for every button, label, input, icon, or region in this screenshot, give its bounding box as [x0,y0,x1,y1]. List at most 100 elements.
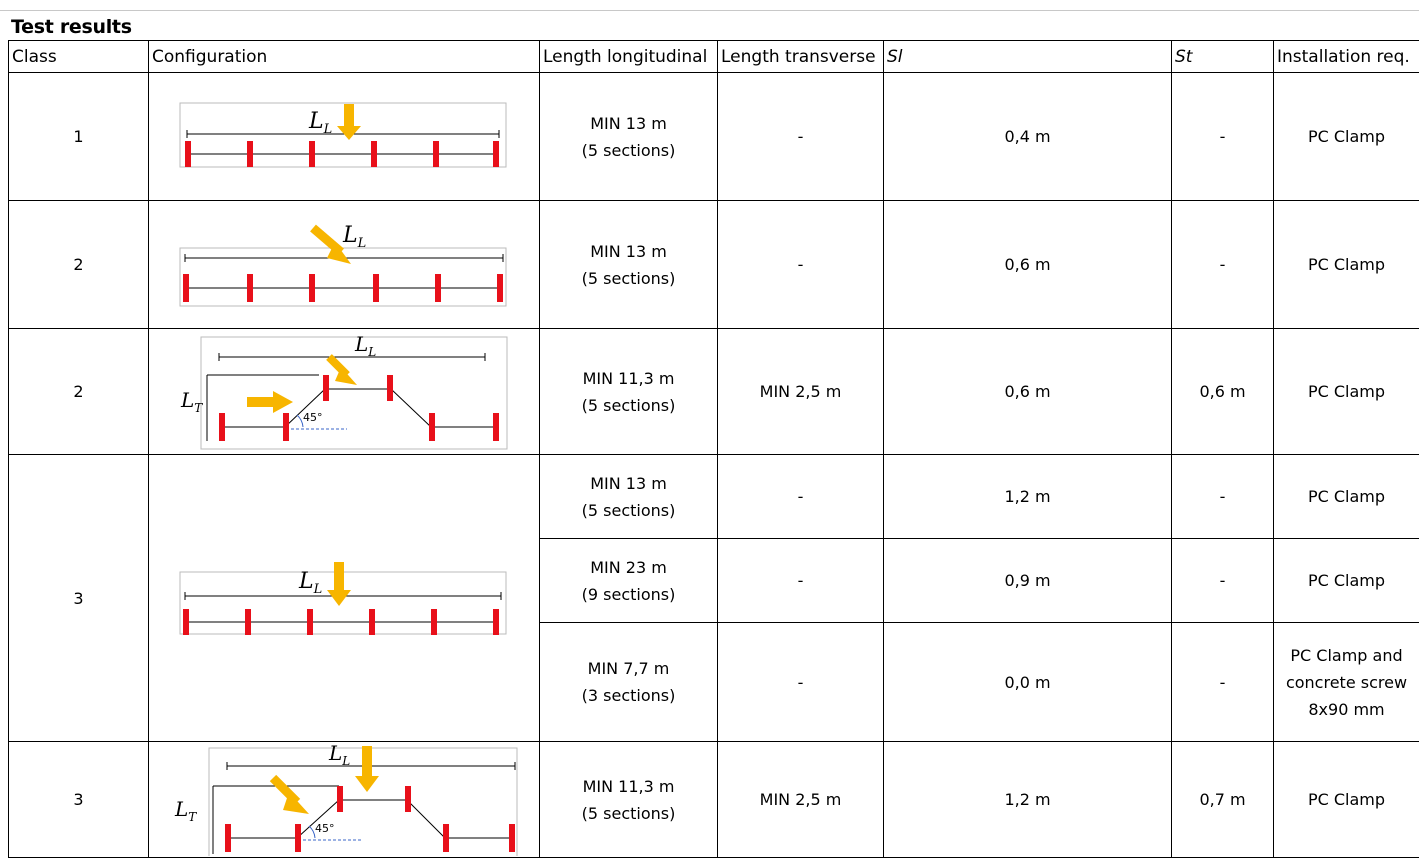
class-cell: 2 [8,328,149,455]
length-label: LL [308,109,332,137]
table-row: 2 LL LT 45° [8,328,1419,455]
barrier-elements [225,785,515,852]
table-row: 2 LL MIN 13 [8,200,1419,329]
length-label: LL [298,569,322,597]
length-label: LL [342,223,366,251]
installation-line: PC Clamp and [1290,645,1403,665]
st-cell: 0,6 m [1171,328,1274,455]
sections-value: (3 sections) [581,686,676,705]
sl-cell: 0,6 m [883,200,1172,329]
sections-value: (9 sections) [581,584,676,604]
sections-value: (5 sections) [581,395,676,415]
load-arrow [337,103,361,140]
straight-layout-angled-load-diagram: LL [179,223,507,306]
st-cell: - [1171,72,1274,201]
length-longitudinal-cell: MIN 11,3 m (5 sections) [539,741,718,858]
sl-cell: 0,0 m [883,622,1172,742]
table-row: MIN 23 m (9 sections) - 0,9 m - PC Clamp [9,538,1419,623]
installation-cell: PC Clamp [1273,538,1419,623]
length-longitudinal-cell: MIN 13 m (5 sections) [539,72,718,201]
length-longitudinal-cell: MIN 23 m (9 sections) [539,538,718,623]
st-cell: - [1171,454,1274,539]
angle-label: 45° [315,822,335,835]
load-arrow [310,224,351,264]
length-longitudinal-cell: MIN 13 m (5 sections) [539,200,718,329]
table-row: 1 LL MIN 13 m (5 sections) - 0,4 m [8,72,1419,201]
length-transverse-cell: - [717,454,884,539]
table-row: MIN 7,7 m (3 sections) - 0,0 m - PC Clamp… [9,622,1419,742]
load-arrow [326,353,357,385]
header-row: Class Configuration Length longitudinal … [8,40,1419,73]
class-cell: 2 [8,200,149,329]
length-value: MIN 11,3 m [582,368,675,388]
length-longitudinal-cell: MIN 11,3 m (5 sections) [539,328,718,455]
installation-line: 8x90 mm [1308,699,1385,719]
configuration-cell: LL [148,72,540,201]
length-value: MIN 11,3 m [582,776,675,796]
length-value: MIN 13 m [590,113,667,133]
length-label: LL [328,744,350,768]
results-table: Class Configuration Length longitudinal … [8,40,1419,858]
sl-cell: 1,2 m [883,454,1172,539]
barrier-elements [185,140,499,167]
length-value: MIN 13 m [590,241,667,261]
length-value: MIN 23 m [590,557,667,577]
sl-cell: 0,6 m [883,328,1172,455]
length-transverse-cell: - [717,622,884,742]
installation-cell: PC Clamp [1273,741,1419,858]
header-class: Class [8,40,149,73]
barrier-elements [183,273,503,302]
length-longitudinal-cell: MIN 7,7 m (3 sections) [539,622,718,742]
length-value: MIN 13 m [590,473,667,493]
installation-cell: PC Clamp [1273,200,1419,329]
sections-value: (5 sections) [581,803,676,823]
table-title: Test results [11,16,132,38]
installation-cell: PC Clamp [1273,328,1419,455]
configuration-cell: LL LT 45° [148,328,540,455]
load-arrow [327,562,351,606]
class-cell: 3 [8,741,149,858]
length-value: MIN 7,7 m [587,659,670,678]
barrier-elements [219,374,499,441]
load-arrow [355,745,379,792]
installation-line: concrete screw [1285,672,1408,692]
offset-layout-diagram: LL LT 45° [180,333,508,449]
transverse-label: LT [180,388,203,415]
angle-label: 45° [303,411,323,424]
length-longitudinal-cell: MIN 13 m (5 sections) [539,454,718,539]
sections-value: (5 sections) [581,500,676,520]
st-cell: - [1171,538,1274,623]
st-cell: - [1171,622,1274,742]
load-arrow [247,390,293,413]
title-row: Test results [0,10,1419,40]
straight-layout-diagram: LL [179,562,507,635]
length-transverse-cell: MIN 2,5 m [717,741,884,858]
sections-value: (5 sections) [581,140,676,160]
length-transverse-cell: - [717,200,884,329]
configuration-cell: LL [148,454,540,742]
length-transverse-cell: MIN 2,5 m [717,328,884,455]
header-sl: Sl [883,40,1172,73]
sl-cell: 0,9 m [883,538,1172,623]
class-cell: 3 [8,454,149,742]
st-cell: - [1171,200,1274,329]
installation-cell: PC Clamp and concrete screw 8x90 mm [1273,622,1419,742]
table-row: 3 LL MIN 13 m (5 sections) - 1,2 m [8,454,1419,742]
sections-value: (5 sections) [581,268,676,288]
sl-cell: 1,2 m [883,741,1172,858]
transverse-label: LT [174,797,197,824]
straight-layout-diagram: LL [179,102,507,167]
offset-layout-diagram: LL LT 45° [174,744,518,856]
length-transverse-cell: - [717,538,884,623]
class-cell: 1 [8,72,149,201]
installation-cell: PC Clamp [1273,72,1419,201]
configuration-cell: LL LT 45° [148,741,540,858]
header-length-longitudinal: Length longitudinal [539,40,718,73]
configuration-cell: LL [148,200,540,329]
length-transverse-cell: - [717,72,884,201]
length-label: LL [354,333,376,359]
sl-cell: 0,4 m [883,72,1172,201]
barrier-elements [183,609,499,635]
header-st: St [1171,40,1274,73]
load-arrow [269,774,309,814]
